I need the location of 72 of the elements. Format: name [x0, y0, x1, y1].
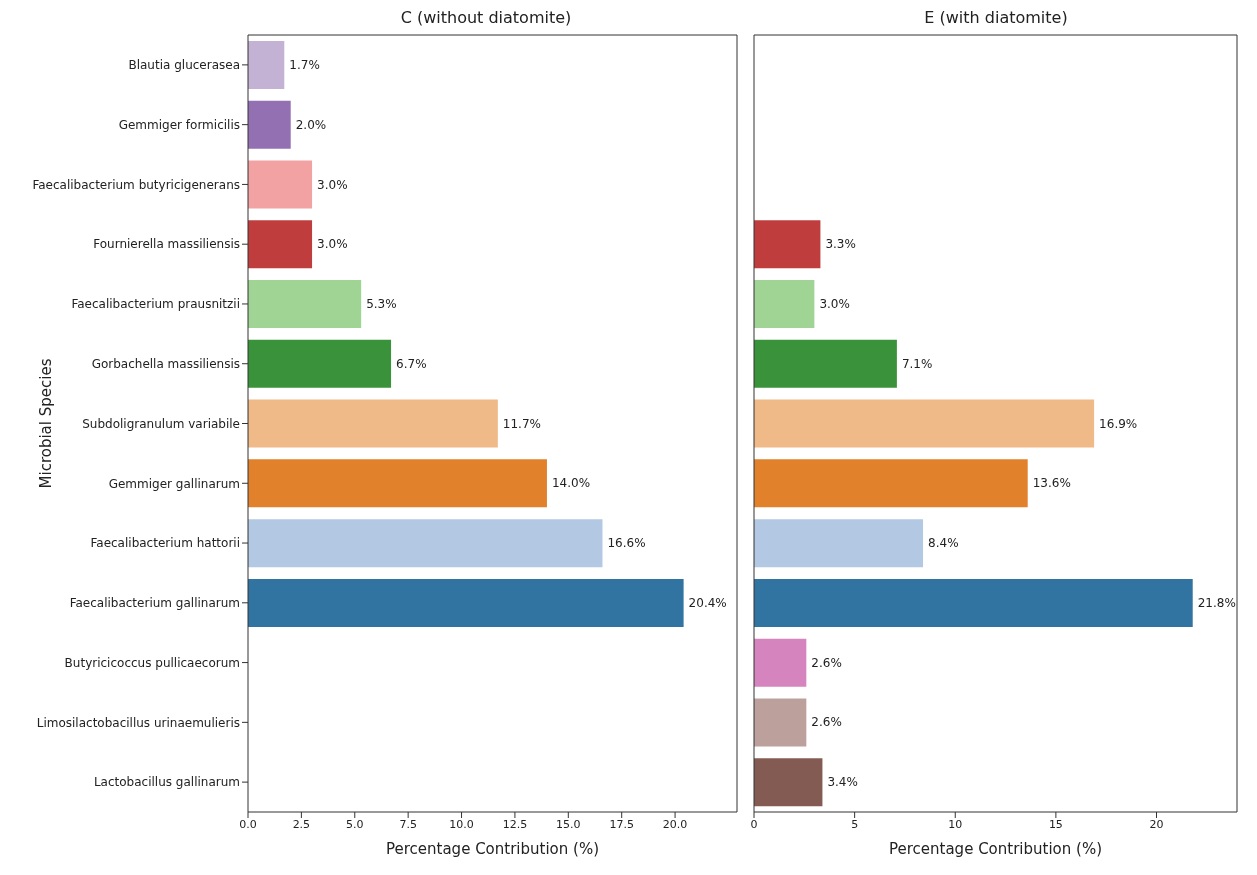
x-tick-label: 10.0 [449, 817, 474, 831]
data-label: 16.9% [1099, 416, 1138, 431]
data-label: 2.6% [811, 715, 842, 730]
y-tick-label: Limosilactobacillus urinaemulieris [36, 715, 240, 730]
x-axis-title: Percentage Contribution (%) [888, 840, 1103, 858]
data-label: 13.6% [1032, 476, 1071, 491]
bar [248, 578, 684, 627]
x-tick-label: 20.0 [662, 817, 688, 831]
x-tick-label: 5 [851, 817, 859, 831]
data-label: 14.0% [551, 476, 591, 491]
bar [754, 519, 924, 568]
bar [754, 578, 1193, 627]
bar [754, 280, 815, 329]
x-tick-label: 2.5 [292, 817, 311, 831]
data-label: 2.6% [811, 655, 842, 670]
x-tick-label: 5.0 [346, 817, 364, 831]
y-tick-label: Fournierella massiliensis [93, 237, 240, 252]
bar [248, 519, 603, 568]
data-label: 8.4% [928, 536, 959, 551]
chart-title: E (with diatomite) [923, 8, 1069, 29]
chart-title: C (without diatomite) [399, 8, 573, 29]
data-label: 2.0% [295, 117, 327, 132]
bar [754, 459, 1028, 508]
bar [248, 40, 285, 89]
data-label: 3.0% [819, 297, 850, 312]
y-tick-label: Gorbachella massiliensis [91, 356, 240, 371]
x-axis-title: Percentage Contribution (%) [385, 840, 600, 858]
bar [248, 280, 362, 329]
bar [248, 160, 313, 209]
bar [754, 220, 821, 269]
y-tick-label: Faecalibacterium butyricigenerans [32, 177, 240, 192]
y-tick-label: Gemmiger gallinarum [108, 476, 240, 491]
y-tick-label: Butyricicoccus pullicaecorum [64, 655, 240, 670]
x-tick-label: 0 [750, 817, 758, 831]
x-tick-label: 20 [1149, 817, 1164, 831]
y-axis-title: Microbial Species [37, 358, 56, 489]
y-tick-label: Lactobacillus gallinarum [93, 775, 240, 790]
data-label: 7.1% [901, 356, 933, 371]
x-tick-label: 0.0 [239, 817, 257, 831]
x-tick-label: 12.5 [502, 817, 528, 831]
data-label: 3.4% [827, 775, 858, 790]
bar [248, 220, 313, 269]
data-label: 5.3% [366, 297, 397, 312]
data-label: 21.8% [1197, 595, 1236, 610]
x-tick-label: 17.5 [609, 817, 634, 831]
bar [248, 339, 392, 388]
y-tick-label: Faecalibacterium prausnitzii [71, 297, 240, 312]
y-tick-label: Subdoligranulum variabile [82, 416, 240, 431]
y-tick-label: Blautia glucerasea [128, 58, 240, 73]
data-label: 20.4% [688, 595, 727, 610]
data-label: 6.7% [396, 356, 427, 371]
data-label: 16.6% [607, 536, 646, 551]
x-tick-label: 7.5 [399, 817, 417, 831]
x-tick-label: 10 [948, 817, 963, 831]
bar [754, 399, 1095, 448]
bar [248, 100, 291, 149]
data-label: 3.0% [317, 177, 348, 192]
bar [248, 459, 547, 508]
bar [754, 339, 897, 388]
data-label: 3.0% [317, 237, 348, 252]
bar [754, 758, 823, 807]
data-label: 11.7% [502, 416, 541, 431]
bar [754, 698, 807, 747]
bar [754, 638, 807, 687]
bar [248, 399, 498, 448]
x-tick-label: 15.0 [556, 817, 581, 831]
data-label: 3.3% [825, 237, 856, 252]
y-tick-label: Gemmiger formicilis [118, 117, 240, 132]
y-tick-label: Faecalibacterium gallinarum [69, 596, 240, 611]
x-tick-label: 15 [1048, 817, 1063, 831]
data-label: 1.7% [289, 57, 320, 72]
y-tick-label: Faecalibacterium hattorii [90, 536, 240, 551]
